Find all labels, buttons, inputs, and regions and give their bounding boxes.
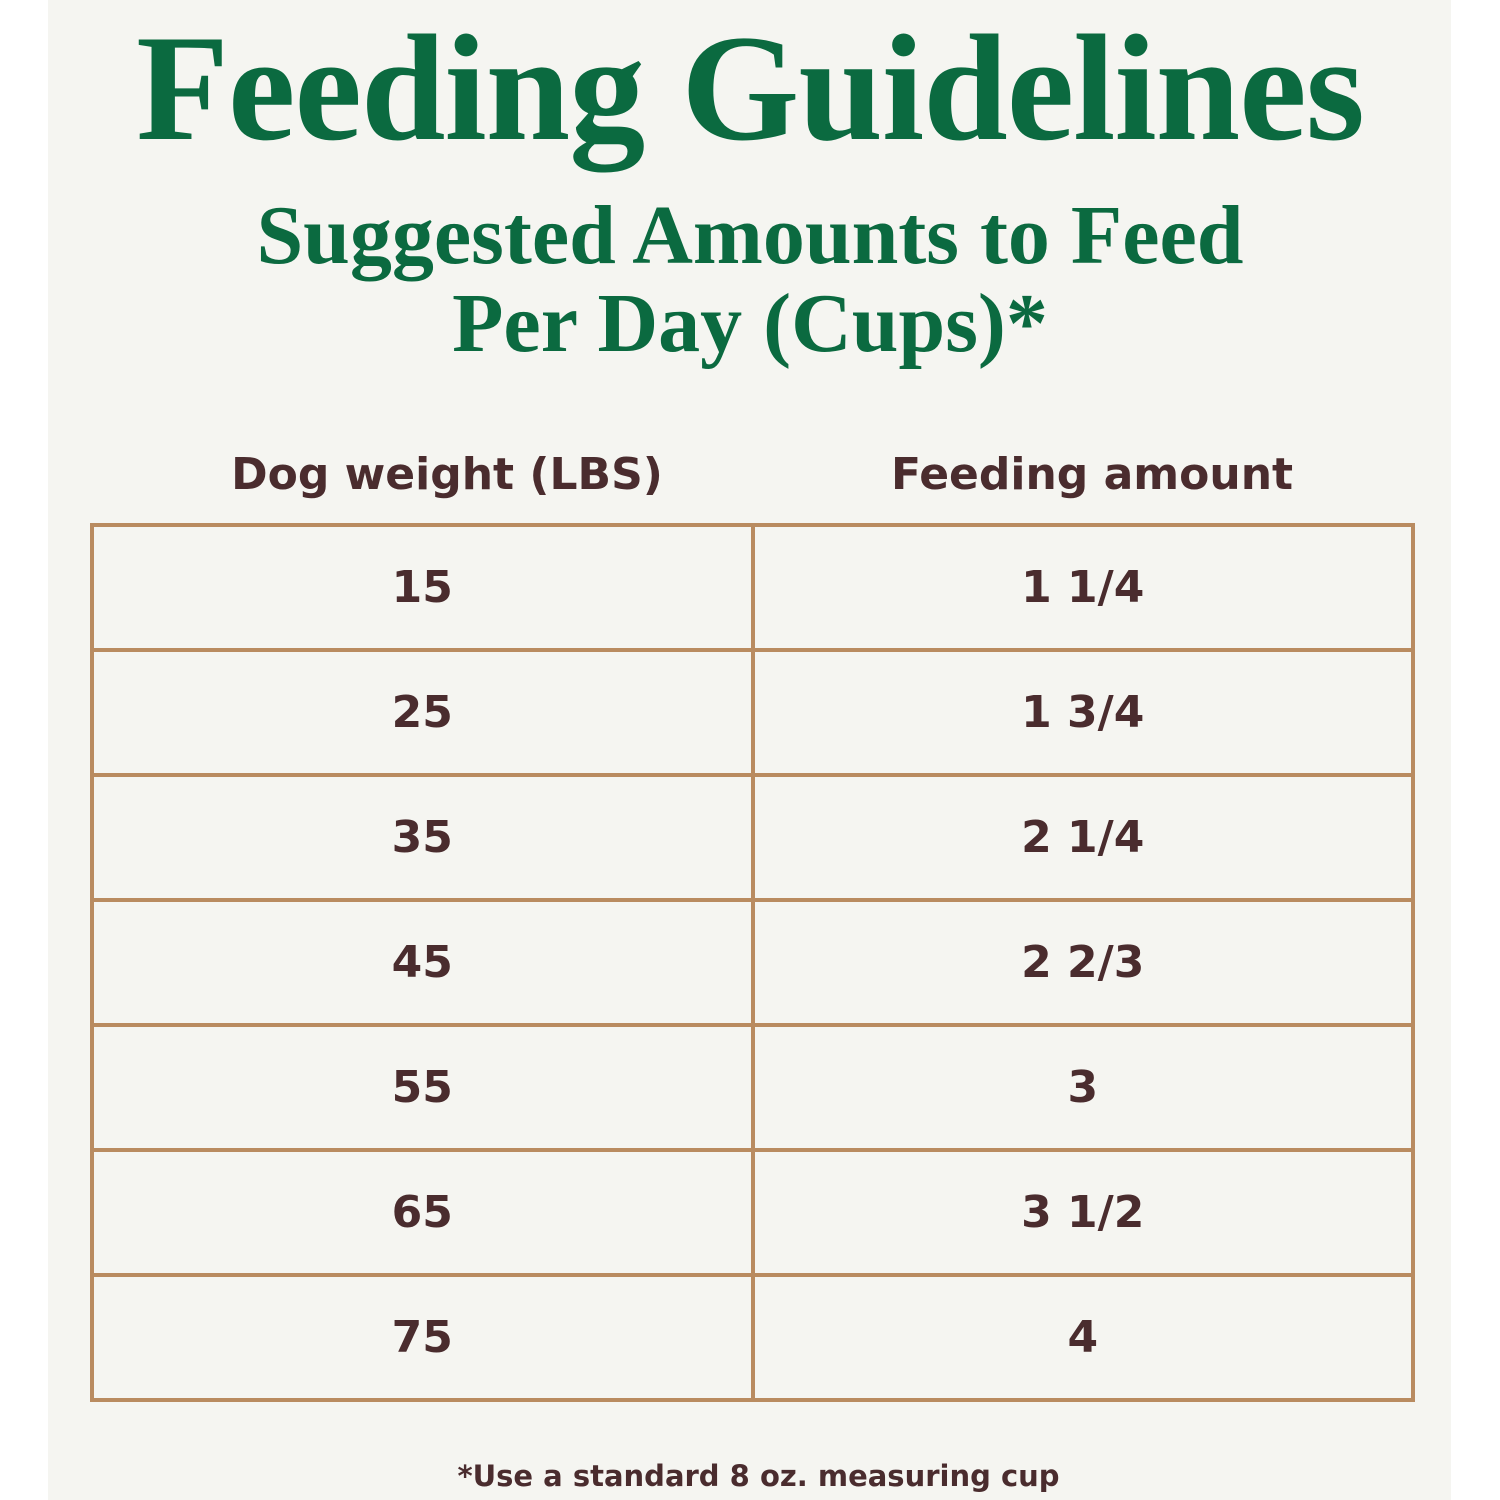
subtitle: Suggested Amounts to Feed Per Day (Cups)… bbox=[0, 192, 1500, 368]
feeding-table: 15 1 1/4 25 1 3/4 35 2 1/4 45 2 2/3 55 3 65 3 1/2 75… bbox=[90, 523, 1415, 1402]
amount-cell: 2 2/3 bbox=[750, 898, 1415, 1027]
header-dog-weight: Dog weight (LBS) bbox=[231, 449, 663, 500]
subtitle-line-1: Suggested Amounts to Feed bbox=[256, 189, 1244, 282]
amount-cell: 3 1/2 bbox=[750, 1148, 1415, 1277]
table-row: 35 2 1/4 bbox=[90, 773, 1415, 902]
table-row: 75 4 bbox=[90, 1273, 1415, 1402]
amount-cell: 1 3/4 bbox=[750, 648, 1415, 777]
table-row: 65 3 1/2 bbox=[90, 1148, 1415, 1277]
amount-cell: 2 1/4 bbox=[750, 773, 1415, 902]
weight-cell: 25 bbox=[90, 648, 755, 777]
weight-cell: 55 bbox=[90, 1023, 755, 1152]
weight-cell: 75 bbox=[90, 1273, 755, 1402]
table-row: 25 1 3/4 bbox=[90, 648, 1415, 777]
subtitle-line-2: Per Day (Cups)* bbox=[452, 277, 1048, 370]
table-row: 45 2 2/3 bbox=[90, 898, 1415, 1027]
footnote: *Use a standard 8 oz. measuring cup bbox=[457, 1459, 1060, 1493]
page-title: Feeding Guidelines bbox=[136, 4, 1365, 172]
weight-cell: 15 bbox=[90, 523, 755, 652]
table-row: 55 3 bbox=[90, 1023, 1415, 1152]
amount-cell: 3 bbox=[750, 1023, 1415, 1152]
weight-cell: 35 bbox=[90, 773, 755, 902]
amount-cell: 4 bbox=[750, 1273, 1415, 1402]
header-feeding-amount: Feeding amount bbox=[890, 449, 1294, 500]
table-row: 15 1 1/4 bbox=[90, 523, 1415, 652]
weight-cell: 65 bbox=[90, 1148, 755, 1277]
amount-cell: 1 1/4 bbox=[750, 523, 1415, 652]
weight-cell: 45 bbox=[90, 898, 755, 1027]
